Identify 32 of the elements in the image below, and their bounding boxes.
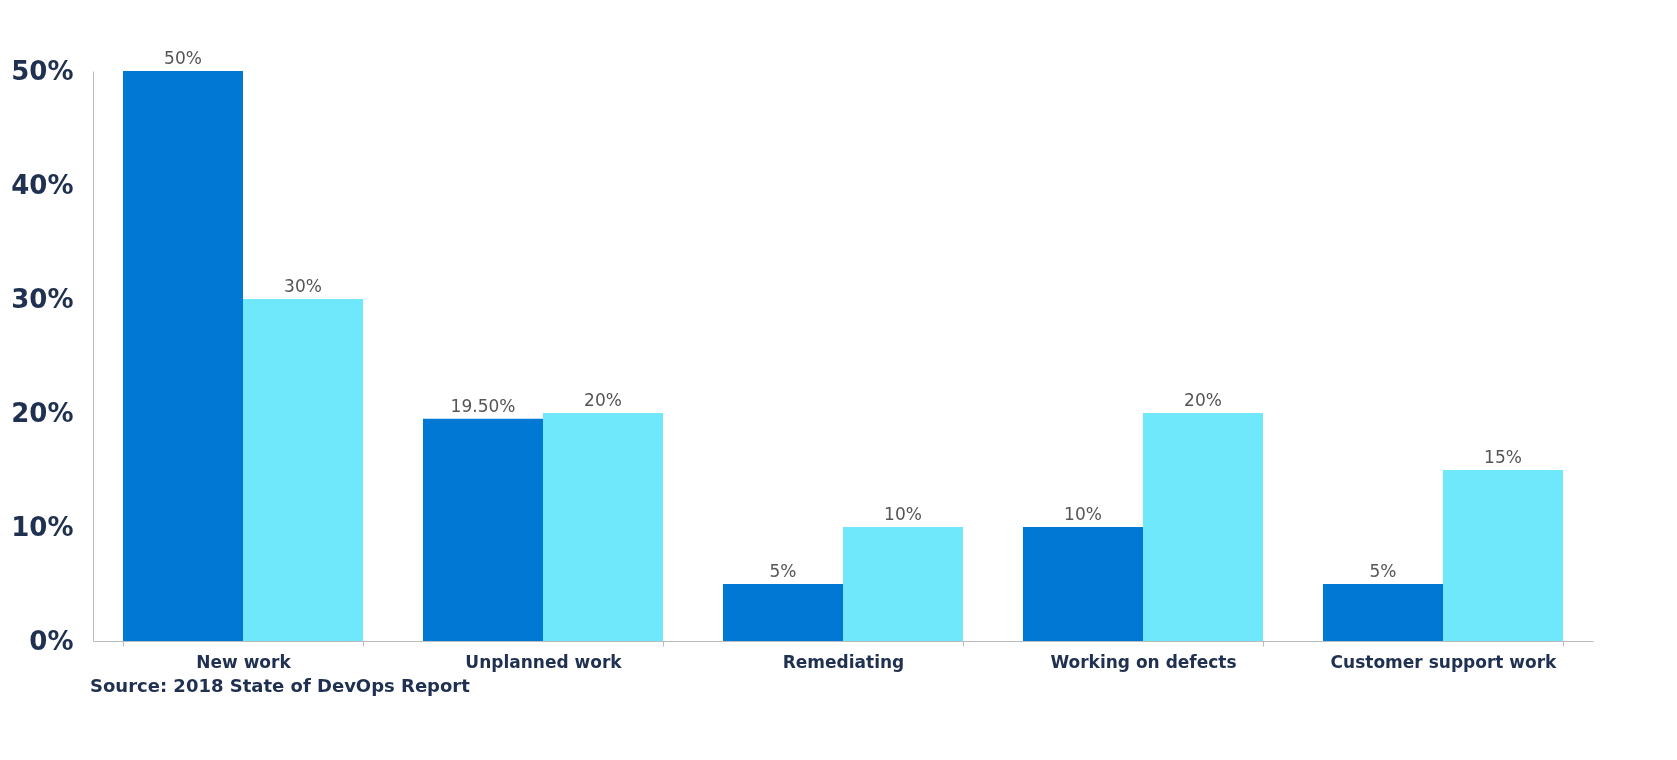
data-label: 10%: [1064, 504, 1102, 524]
x-tick-label: Working on defects: [1050, 651, 1237, 672]
y-tick-label: 30%: [11, 283, 74, 314]
y-tick-label: 20%: [11, 397, 74, 428]
source-note: Source: 2018 State of DevOps Report: [90, 675, 471, 696]
data-label: 5%: [769, 561, 797, 581]
bar: [1443, 470, 1563, 641]
x-tick-label: Customer support work: [1330, 651, 1558, 672]
y-tick-label: 10%: [11, 511, 74, 542]
y-tick-label: 0%: [29, 625, 74, 656]
bar: [243, 299, 363, 641]
data-label: 5%: [1369, 561, 1397, 581]
bar: [423, 418, 543, 641]
data-label: 50%: [164, 48, 202, 68]
data-label: 10%: [884, 504, 922, 524]
y-tick-label: 50%: [11, 55, 74, 86]
x-tick-label: Unplanned work: [465, 651, 623, 672]
bar: [1143, 413, 1263, 641]
bar: [843, 527, 963, 641]
data-label: 30%: [284, 276, 322, 296]
bar: [123, 71, 243, 641]
bar: [1323, 584, 1443, 641]
x-tick-label: Remediating: [782, 651, 905, 672]
bar: [723, 584, 843, 641]
bar: [543, 413, 663, 641]
bar: [1023, 527, 1143, 641]
y-tick-label: 40%: [11, 169, 74, 200]
data-label: 20%: [584, 390, 622, 410]
data-label: 19.50%: [450, 395, 516, 416]
data-label: 15%: [1484, 447, 1522, 467]
data-label: 20%: [1184, 390, 1222, 410]
x-tick-label: New work: [196, 651, 292, 672]
